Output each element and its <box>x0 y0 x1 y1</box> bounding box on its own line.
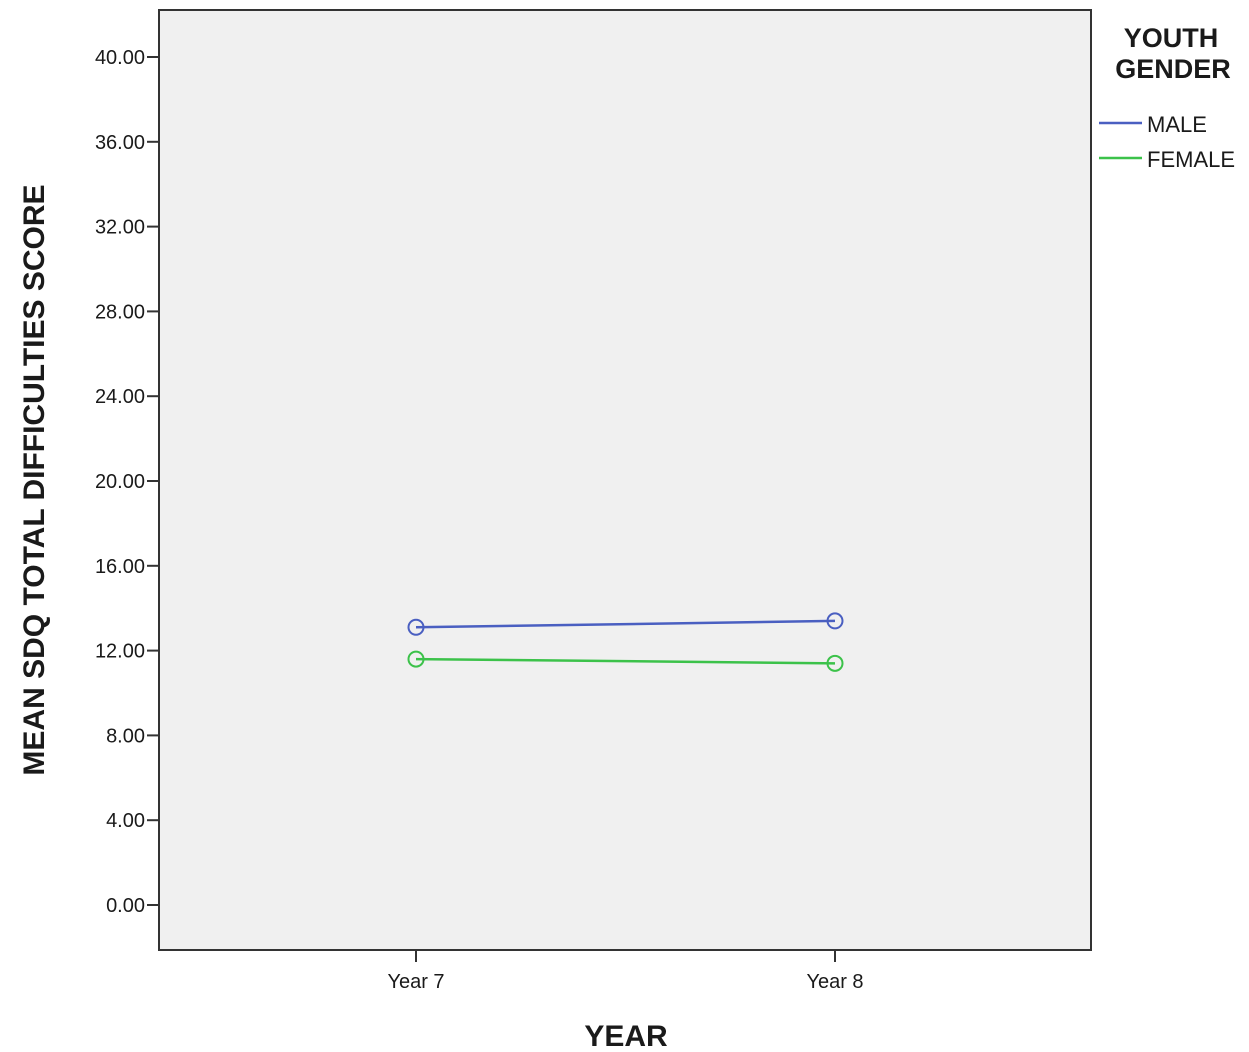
y-tick-label: 32.00 <box>95 217 145 239</box>
y-tick-label: 40.00 <box>95 47 145 69</box>
y-tick-label: 24.00 <box>95 386 145 408</box>
legend-title-line-1: YOUTH <box>1124 23 1219 53</box>
series-male <box>407 612 844 636</box>
x-tick-label: Year 8 <box>806 971 863 993</box>
series-female <box>407 650 844 672</box>
legend: YOUTH GENDER MALE FEMALE <box>1099 23 1235 172</box>
y-tick-label: 12.00 <box>95 641 145 663</box>
legend-title-line-2: GENDER <box>1115 54 1231 84</box>
data-point <box>826 612 844 630</box>
y-axis: 40.00 36.00 32.00 28.00 24.00 20.00 16.00 12.00… <box>95 47 159 917</box>
legend-label: MALE <box>1147 112 1207 137</box>
x-axis: Year 7 Year 8 <box>387 950 864 993</box>
y-tick-label: 4.00 <box>106 810 145 832</box>
data-point <box>407 618 425 636</box>
x-axis-title: YEAR <box>584 1020 668 1052</box>
data-point <box>407 650 425 668</box>
y-tick-label: 0.00 <box>106 895 145 917</box>
data-point <box>826 654 844 672</box>
y-tick-label: 20.00 <box>95 471 145 493</box>
legend-label: FEMALE <box>1147 147 1235 172</box>
y-axis-title: MEAN SDQ TOTAL DIFFICULTIES SCORE <box>18 184 51 775</box>
y-tick-label: 8.00 <box>106 725 145 747</box>
legend-items: MALE FEMALE <box>1099 112 1235 172</box>
y-tick-label: 36.00 <box>95 132 145 154</box>
series-line <box>415 657 836 665</box>
series-layer <box>407 612 844 672</box>
series-line <box>415 619 836 629</box>
plot-area <box>158 9 1092 951</box>
x-tick-label: Year 7 <box>387 971 444 993</box>
y-tick-label: 28.00 <box>95 301 145 323</box>
y-tick-label: 16.00 <box>95 556 145 578</box>
